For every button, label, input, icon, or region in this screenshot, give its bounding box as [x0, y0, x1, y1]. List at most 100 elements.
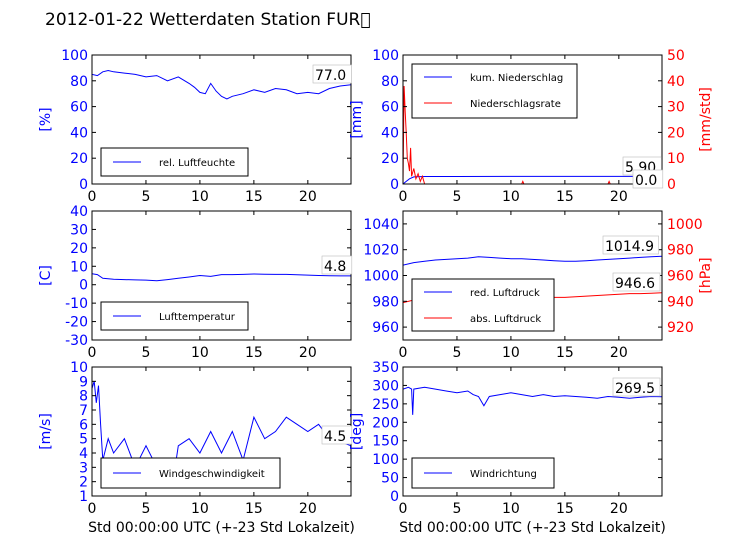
- chart-5-ytick-label: 10: [70, 360, 88, 376]
- chart-6-ytick-label: 0: [390, 489, 399, 505]
- chart-6-ylabel: [deg]: [349, 413, 365, 450]
- chart-3-legend-label: Lufttemperatur: [159, 312, 236, 323]
- chart-3-xtick-label: 5: [141, 345, 150, 361]
- chart-1-ytick-label: 60: [70, 100, 88, 116]
- chart-4-ytick-label: 960: [372, 320, 399, 336]
- chart-2-ytick-label: 0: [390, 177, 399, 193]
- chart-5-ytick-label: 7: [79, 403, 88, 419]
- chart-1-xtick-label: 20: [299, 189, 317, 205]
- chart-4-ytick-label: 1040: [363, 217, 399, 233]
- chart-4-xtick-label: 5: [452, 345, 461, 361]
- chart-3-ytick-label: -10: [65, 296, 88, 312]
- chart-4-ytick-right-label: 1000: [667, 217, 703, 233]
- chart-2-ytick-label: 60: [381, 100, 399, 116]
- chart-5-ytick-label: 8: [79, 389, 88, 405]
- chart-2-xtick-label: 15: [556, 189, 574, 205]
- chart-5-last-value-label: 4.5: [324, 429, 346, 445]
- chart-4-series-1-line: [403, 255, 662, 266]
- chart-2-frame: [402, 54, 663, 185]
- chart-4-ytick-right-label: 920: [667, 320, 694, 336]
- chart-6-ytick-label: 250: [372, 397, 399, 413]
- chart-5-ytick-label: 1: [79, 489, 88, 505]
- chart-5-ylabel: [m/s]: [38, 413, 54, 450]
- chart-3-ytick-label: 30: [70, 222, 88, 238]
- chart-1-xtick-label: 5: [141, 189, 150, 205]
- chart-6-xtick-label: 5: [452, 501, 461, 517]
- chart-4-xtick-label: 10: [502, 345, 520, 361]
- chart-5-ytick-label: 3: [79, 460, 88, 476]
- chart-2-ytick-label: 100: [372, 48, 399, 64]
- chart-3-xtick-label: 10: [191, 345, 209, 361]
- chart-1-xtick-label: 10: [191, 189, 209, 205]
- chart-2-ylabel-right: [mm/std]: [698, 87, 714, 152]
- chart-1-xtick-label: 15: [245, 189, 263, 205]
- chart-1-ytick-label: 20: [70, 151, 88, 167]
- chart-6-ytick-label: 350: [372, 360, 399, 376]
- chart-4-xtick-label: 0: [399, 345, 408, 361]
- chart-6-ytick-label: 150: [372, 434, 399, 450]
- chart-4-xtick-label: 20: [610, 345, 628, 361]
- chart-3-xtick-label: 0: [88, 345, 97, 361]
- chart-6-xtick-label: 15: [556, 501, 574, 517]
- chart-5-xtick-label: 20: [299, 501, 317, 517]
- chart-4-value-box: [612, 272, 661, 292]
- chart-6-xlabel: Std 00:00:00 UTC (+-23 Std Lokalzeit): [399, 520, 666, 536]
- chart-5-ytick-label: 9: [79, 374, 88, 390]
- chart-4-value-box: [602, 235, 659, 255]
- chart-4-xtick-label: 15: [556, 345, 574, 361]
- chart-3-series-1-line: [92, 273, 351, 282]
- chart-1-last-value-label: 77.0: [315, 68, 346, 84]
- chart-6-xtick-label: 10: [502, 501, 520, 517]
- chart-3-ytick-label: 20: [70, 241, 88, 257]
- chart-5-ytick-label: 2: [79, 475, 88, 491]
- chart-5-legend-label: Windgeschwindigkeit: [159, 469, 265, 480]
- chart-1-frame: [91, 54, 352, 185]
- chart-2-ytick-right-label: 30: [667, 100, 685, 116]
- chart-6-ytick-label: 100: [372, 452, 399, 468]
- chart-3-ytick-label: 10: [70, 259, 88, 275]
- chart-2-ytick-label: 80: [381, 74, 399, 90]
- chart-6-frame: [402, 366, 663, 497]
- chart-6-legend-label: Windrichtung: [470, 469, 537, 480]
- chart-4-ytick-right-label: 980: [667, 243, 694, 259]
- chart-1-value-box: [312, 64, 352, 84]
- chart-5-ytick-label: 5: [79, 432, 88, 448]
- chart-3-ytick-label: -20: [65, 315, 88, 331]
- chart-2-ytick-right-label: 10: [667, 151, 685, 167]
- chart-2-legend-label: Niederschlagsrate: [470, 99, 561, 110]
- chart-1-series-1-line: [92, 69, 351, 100]
- chart-6-xtick-label: 0: [399, 501, 408, 517]
- chart-6-value-box: [612, 377, 661, 397]
- chart-3-value-box: [321, 255, 353, 275]
- chart-2-ytick-right-label: 50: [667, 48, 685, 64]
- chart-3-ytick-label: -30: [65, 333, 88, 349]
- chart-4-last-value-label: 946.6: [615, 276, 655, 292]
- chart-3-xtick-label: 20: [299, 345, 317, 361]
- chart-5-xlabel: Std 00:00:00 UTC (+-23 Std Lokalzeit): [88, 520, 355, 536]
- chart-4-legend-label: red. Luftdruck: [470, 288, 540, 299]
- figure-title: 2012-01-22 Wetterdaten Station FUR : [45, 10, 371, 30]
- chart-6-last-value-label: 269.5: [615, 381, 655, 397]
- chart-6-ytick-label: 300: [372, 378, 399, 394]
- chart-2-series-1-line: [403, 175, 662, 184]
- chart-4-ytick-right-label: 960: [667, 269, 694, 285]
- chart-1-ytick-label: 100: [61, 48, 88, 64]
- chart-4-last-value-label: 1014.9: [605, 239, 654, 255]
- chart-2-xtick-label: 10: [502, 189, 520, 205]
- chart-3-ylabel: [C]: [38, 265, 54, 286]
- chart-2-xtick-label: 5: [452, 189, 461, 205]
- chart-3-ytick-label: 40: [70, 204, 88, 220]
- chart-6-ytick-label: 50: [381, 471, 399, 487]
- chart-2-legend-label: kum. Niederschlag: [470, 73, 563, 84]
- chart-6-series-1-line: [403, 386, 662, 415]
- chart-5-ytick-label: 4: [79, 446, 88, 462]
- chart-5-xtick-label: 0: [88, 501, 97, 517]
- chart-4-ylabel-right: [hPa]: [698, 257, 714, 293]
- chart-5-xtick-label: 15: [245, 501, 263, 517]
- chart-6-xtick-label: 20: [610, 501, 628, 517]
- chart-2-xtick-label: 0: [399, 189, 408, 205]
- chart-2-legend-box: [411, 63, 578, 119]
- chart-2-ytick-label: 40: [381, 125, 399, 141]
- chart-2-ytick-right-label: 40: [667, 74, 685, 90]
